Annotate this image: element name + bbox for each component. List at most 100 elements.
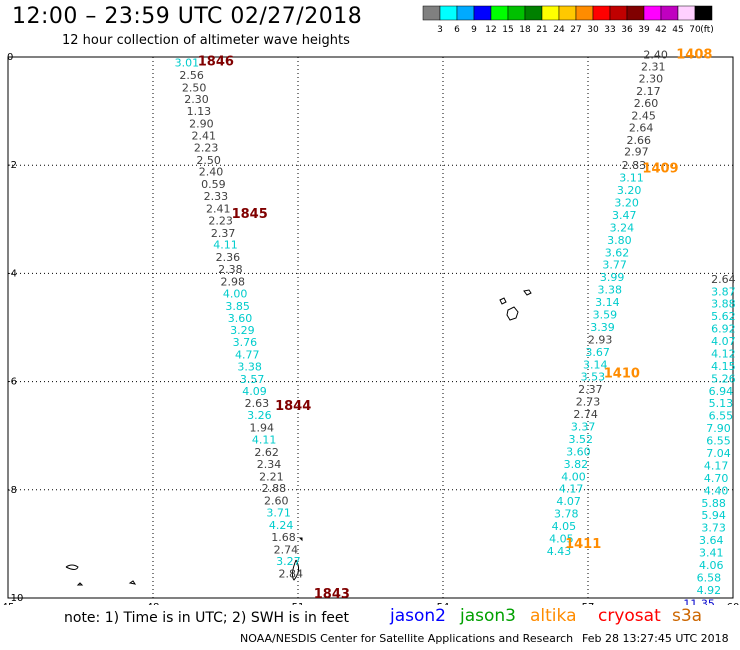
island-outline (298, 537, 303, 542)
wave-height-label: 4.24 (269, 519, 294, 532)
legend-label: 70 (689, 25, 701, 35)
legend-label: 21 (536, 25, 547, 35)
pass-time-label: 1843 (314, 587, 350, 602)
wave-height-label: 3.01 (175, 56, 200, 69)
wave-height-label: 4.00 (223, 287, 248, 300)
wave-height-label: 3.60 (228, 312, 253, 325)
wave-height-label: 3.73 (701, 522, 726, 535)
wave-height-label: 1.68 (271, 531, 296, 544)
wave-height-label: 3.14 (595, 296, 620, 309)
wave-height-label: 0.59 (201, 178, 226, 191)
wave-height-label: 3.14 (583, 358, 608, 371)
legend-label: 42 (655, 25, 666, 35)
wave-height-label: 7.04 (706, 447, 731, 460)
island-outline (128, 580, 137, 585)
wave-height-label: 4.05 (549, 532, 574, 545)
wave-height-label: 2.23 (194, 141, 219, 154)
wave-height-label: 2.40 (199, 166, 224, 179)
legend-label: 39 (638, 25, 650, 35)
wave-height-label: 2.66 (627, 134, 652, 147)
lat-tick-label: -4 (7, 268, 17, 279)
wave-height-label: 3.26 (247, 409, 272, 422)
wave-height-label: 2.41 (192, 129, 217, 142)
legend-label: 36 (621, 25, 633, 35)
wave-height-label: 4.07 (711, 335, 736, 348)
wave-height-label: 2.97 (624, 146, 649, 159)
legend-unit: (ft) (700, 25, 714, 35)
lon-tick-label: 48 (147, 602, 160, 605)
map-frame (7, 56, 734, 599)
wave-height-label: 3.87 (711, 285, 736, 298)
wave-height-label: 2.50 (196, 154, 221, 167)
wave-height-label: 3.20 (614, 197, 639, 210)
wave-height-label: 3.67 (585, 346, 610, 359)
pass-time-label: 1409 (642, 161, 678, 176)
pass-time-label: 1408 (676, 47, 712, 62)
wave-height-label: 2.93 (588, 333, 613, 346)
satellite-jason2: jason2 (390, 606, 446, 626)
wave-height-label: 3.57 (240, 373, 265, 386)
legend-label: 6 (454, 25, 460, 35)
wave-height-label: 2.45 (631, 109, 656, 122)
wave-height-label: 3.64 (699, 534, 724, 547)
legend-label: 30 (587, 25, 599, 35)
island-outline (291, 559, 300, 581)
wave-height-label: 3.99 (600, 271, 625, 284)
wave-height-label: 2.74 (573, 408, 598, 421)
wave-height-label: 2.90 (189, 118, 214, 131)
wave-height-label: 3.59 (593, 309, 618, 322)
lat-tick-label: 0 (7, 52, 13, 63)
wave-height-label: 3.77 (602, 259, 627, 272)
wave-height-label: 3.62 (605, 246, 630, 259)
pass-time-label: 1846 (198, 54, 234, 69)
legend-label: 27 (570, 25, 581, 35)
wave-height-label: 3.27 (276, 555, 301, 568)
wave-height-label: 3.11 (619, 172, 644, 185)
note-text: note: 1) Time is in UTC; 2) SWH is in fe… (64, 610, 350, 626)
wave-height-label: 4.11 (252, 433, 277, 446)
island-outline (523, 289, 532, 296)
island-outline (506, 306, 519, 321)
footer-timestamp: Feb 28 13:27:45 UTC 2018 (582, 632, 729, 645)
wave-height-label: 4.40 (704, 484, 729, 497)
footer: NOAA/NESDIS Center for Satellite Applica… (240, 632, 729, 645)
satellite-altika: altika (530, 606, 577, 626)
footer-credit: NOAA/NESDIS Center for Satellite Applica… (240, 632, 574, 645)
wave-height-label: 2.41 (206, 202, 231, 215)
wave-height-label: 3.41 (699, 547, 724, 560)
wave-height-label: 6.55 (706, 435, 731, 448)
lon-tick-label: 51 (292, 602, 305, 605)
wave-height-label: 6.55 (709, 410, 734, 423)
wave-height-label: 5.94 (701, 509, 726, 522)
pass-time-label: 1410 (604, 366, 640, 381)
lon-tick-label: 54 (437, 602, 450, 605)
legend-label: 9 (471, 25, 477, 35)
wave-height-label: 3.88 (711, 298, 736, 311)
legend-label: 33 (604, 25, 615, 35)
wave-height-label: 3.24 (610, 221, 635, 234)
wave-height-label: 3.52 (569, 433, 594, 446)
wave-height-label: 4.06 (699, 559, 724, 572)
wave-height-label: 5.62 (711, 310, 736, 323)
legend-label: 18 (519, 25, 531, 35)
wave-height-label: 2.23 (208, 214, 233, 227)
page-subtitle: 12 hour collection of altimeter wave hei… (62, 33, 350, 48)
pass-time-label: 1845 (232, 207, 268, 222)
wave-height-label: 2.62 (254, 446, 279, 459)
wave-height-label: 3.29 (230, 324, 255, 337)
wave-height-label: 5.26 (711, 372, 736, 385)
wave-height-label: 2.64 (711, 273, 736, 286)
legend-label: 45 (672, 25, 683, 35)
wave-height-label: 3.82 (564, 458, 589, 471)
wave-height-label: 3.20 (617, 184, 642, 197)
color-scale-legend: 3 6 9 12 15 18 21 24 27 30 33 36 39 42 45 70 (ft) (422, 5, 714, 35)
wave-height-label: 2.30 (184, 93, 209, 106)
wave-height-label: 3.37 (571, 421, 596, 434)
wave-height-label: 4.05 (552, 520, 577, 533)
satellite-s3a: s3a (672, 606, 703, 626)
legend-label: 24 (553, 25, 565, 35)
page-title: 12:00 – 23:59 UTC 02/27/2018 (12, 4, 363, 29)
wave-height-label: 4.17 (704, 459, 729, 472)
wave-height-label: 2.33 (204, 190, 229, 203)
wave-height-label: 2.38 (218, 263, 243, 276)
